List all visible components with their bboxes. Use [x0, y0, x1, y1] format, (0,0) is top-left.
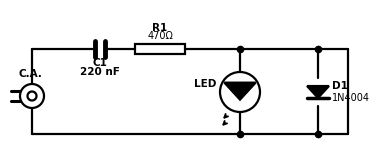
Text: LED: LED: [194, 79, 216, 89]
Text: C.A.: C.A.: [18, 69, 42, 79]
Text: D1: D1: [332, 81, 348, 91]
Text: C1: C1: [93, 58, 108, 68]
Polygon shape: [307, 86, 329, 98]
Circle shape: [220, 72, 260, 112]
Text: 1N4004: 1N4004: [332, 93, 370, 103]
Text: R1: R1: [152, 23, 168, 33]
Text: 470Ω: 470Ω: [147, 31, 173, 41]
Polygon shape: [225, 83, 256, 100]
Bar: [135, 44, 185, 54]
Circle shape: [20, 84, 44, 108]
Text: 220 nF: 220 nF: [80, 67, 120, 77]
Circle shape: [27, 92, 36, 101]
